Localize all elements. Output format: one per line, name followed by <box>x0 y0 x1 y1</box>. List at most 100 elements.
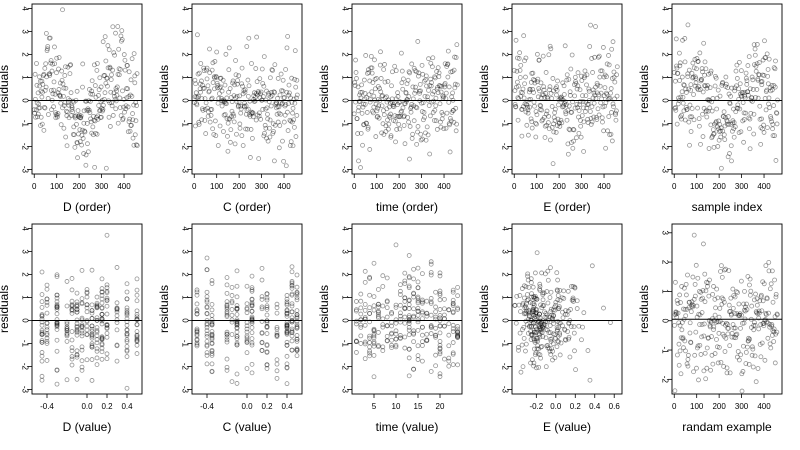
residual-point <box>589 104 595 110</box>
residual-point <box>512 303 518 308</box>
residual-point <box>753 379 759 385</box>
residual-point <box>590 87 596 93</box>
residual-point <box>248 111 254 117</box>
y-tick-label: 0 <box>341 98 350 103</box>
residual-point <box>514 79 520 85</box>
residual-point <box>102 73 108 78</box>
residual-point <box>411 103 417 109</box>
residual-point <box>437 273 443 279</box>
residual-point <box>406 317 412 323</box>
residual-point <box>721 299 727 305</box>
residual-point <box>371 327 377 333</box>
residual-point <box>264 343 270 348</box>
residual-point <box>292 100 298 106</box>
residual-point <box>554 84 560 90</box>
residual-point <box>74 352 80 358</box>
residual-point <box>234 342 240 348</box>
residual-point <box>451 67 457 73</box>
y-tick-label: 1 <box>181 75 190 80</box>
residual-point <box>751 323 757 328</box>
y-tick-label: 4 <box>341 226 350 231</box>
residual-point <box>74 324 80 330</box>
residual-point <box>254 92 260 98</box>
x-tick-label: -0.4 <box>40 402 54 411</box>
residual-point <box>209 322 215 328</box>
residual-point <box>570 99 576 105</box>
x-axis-label: E (order) <box>543 200 590 214</box>
residual-point <box>99 296 105 302</box>
residual-point <box>44 320 50 326</box>
residual-point <box>219 103 225 109</box>
residual-point <box>552 307 558 313</box>
residual-point <box>720 320 726 326</box>
residual-point <box>38 123 43 128</box>
residual-point <box>446 84 452 90</box>
residual-point <box>35 90 41 96</box>
residual-point <box>550 357 555 363</box>
residual-point <box>294 321 300 327</box>
residual-point <box>242 89 248 95</box>
residual-point <box>249 370 255 376</box>
residual-point <box>741 139 747 145</box>
residual-point <box>371 339 377 345</box>
residual-point <box>546 126 552 132</box>
residual-point <box>223 51 229 57</box>
residual-point <box>356 158 361 164</box>
residual-point <box>94 300 100 306</box>
residual-point <box>79 364 85 370</box>
residual-point <box>534 112 540 118</box>
residual-point <box>704 345 710 351</box>
residual-point <box>134 339 140 345</box>
residual-point <box>109 103 115 109</box>
residual-point <box>614 93 620 99</box>
residual-point <box>677 60 683 66</box>
residual-point <box>674 65 680 71</box>
residual-point <box>84 327 90 333</box>
residual-point <box>521 336 527 341</box>
residual-point <box>120 88 125 94</box>
residual-point <box>413 84 418 90</box>
residual-point <box>204 328 210 333</box>
residual-point <box>537 352 543 358</box>
residual-point <box>69 105 75 111</box>
residual-point <box>201 65 207 71</box>
residual-point <box>434 86 440 92</box>
residual-point <box>528 337 534 342</box>
residual-point <box>453 105 459 111</box>
residual-point <box>727 308 733 314</box>
residual-point <box>761 320 767 326</box>
residual-point <box>54 321 60 327</box>
residual-point <box>396 114 402 120</box>
residual-point <box>267 125 272 131</box>
residual-point <box>104 326 110 331</box>
x-tick-label: 0.0 <box>241 402 253 411</box>
residual-point <box>249 303 255 308</box>
residual-point <box>556 97 562 103</box>
residual-point <box>535 313 541 319</box>
residual-point <box>739 93 745 99</box>
residual-point <box>572 284 578 290</box>
residual-point <box>532 293 538 299</box>
residual-point <box>529 357 535 363</box>
residual-point <box>201 85 207 91</box>
residual-point <box>124 327 130 333</box>
residual-point <box>676 362 682 368</box>
residual-point <box>673 107 679 113</box>
residual-point <box>566 336 571 342</box>
residual-point <box>450 350 456 356</box>
residual-point <box>353 339 359 345</box>
residual-point <box>89 302 95 308</box>
residual-point <box>392 113 398 119</box>
residual-point <box>251 93 257 99</box>
residual-point <box>193 81 198 87</box>
residual-point <box>545 343 551 348</box>
residual-point <box>513 104 519 110</box>
residual-point <box>433 314 439 320</box>
residual-point <box>353 70 359 75</box>
residual-point <box>428 369 434 374</box>
residual-point <box>571 330 577 336</box>
residual-point <box>447 116 453 121</box>
residual-point <box>237 93 242 99</box>
residual-point <box>89 267 95 273</box>
residual-point <box>389 310 395 315</box>
